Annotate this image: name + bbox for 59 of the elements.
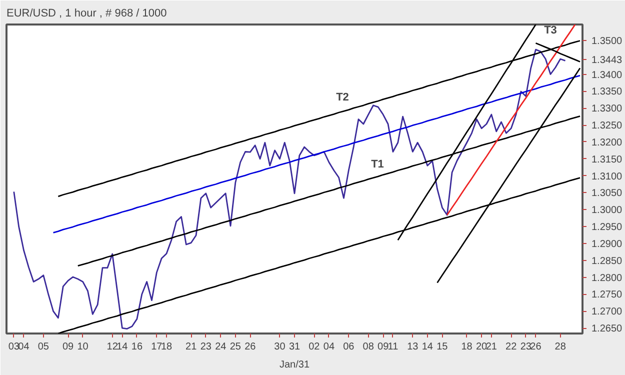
x-tick-label: 17 [151,342,163,352]
annotation: T1 [371,158,384,170]
x-tick-label: 04 [323,342,335,352]
x-tick-label: 02 [308,342,320,352]
x-tick-label: 09 [62,342,74,352]
y-tick-label: 1.3500 [592,36,623,47]
x-tick-label: 31 [288,342,300,352]
y-tick-label: 1.3300 [592,104,623,115]
y-tick-label: 1.3350 [592,86,623,98]
x-tick-label: 16 [131,342,143,352]
y-tick-label: 1.3200 [592,137,623,148]
x-tick-label: 26 [244,342,256,352]
x-tick-label: 28 [554,342,566,352]
line-series [52,74,581,234]
y-tick-label: 1.2800 [592,272,623,284]
x-tick-label: 05 [38,342,50,352]
annotation: T3 [544,24,557,36]
x-tick-label: 14 [422,342,434,352]
y-tick-label: 1.3250 [592,120,623,132]
y-tick-label: 1.3150 [592,154,623,166]
x-tick-label: 24 [215,342,227,352]
x-tick-label: 25 [230,342,242,352]
x-tick-label: 18 [160,342,172,352]
x-tick-label: 20 [476,342,488,352]
x-tick-label: 26 [530,342,542,352]
y-tick-label: 1.2900 [592,238,623,250]
x-tick-label: 21 [186,342,198,352]
chart-title: EUR/USD , 1 hour , # 968 / 1000 [6,8,167,20]
y-tick-label: 1.3443 [592,55,623,66]
x-tick-label: 12 [106,342,118,352]
x-tick-label: 21 [486,342,498,352]
y-tick-label: 1.3400 [592,70,623,81]
x-tick-label: 23 [200,342,212,352]
x-tick-label: 13 [407,342,419,352]
x-tick-label: 04 [18,342,30,352]
x-tick-label: 22 [506,342,518,352]
y-tick-label: 1.2850 [592,256,623,267]
annotation: T2 [336,92,349,104]
y-tick-label: 1.2950 [592,222,623,234]
y-tick-label: 1.2750 [592,290,623,301]
x-tick-label: 14 [116,342,128,352]
x-tick-label: 06 [343,342,355,352]
text: Jan/31 [279,360,310,370]
y-tick-label: 1.2700 [592,306,623,318]
x-tick-label: 18 [461,342,473,352]
x-tick-label: 30 [274,342,286,352]
y-tick-label: 1.3100 [592,171,623,182]
x-tick-label: 08 [362,342,374,352]
line-series [13,48,566,330]
y-tick-label: 1.3000 [592,205,623,216]
y-tick-label: 1.3050 [592,188,623,200]
x-tick-label: 23 [520,342,532,352]
y-tick-label: 1.2650 [592,324,623,335]
x-tick-label: 15 [436,342,448,352]
line-series [446,24,576,216]
x-tick-label: 03 [8,342,20,352]
x-tick-label: 10 [77,342,89,352]
x-tick-label: 09 [378,342,390,352]
x-tick-label: 11 [388,342,399,352]
